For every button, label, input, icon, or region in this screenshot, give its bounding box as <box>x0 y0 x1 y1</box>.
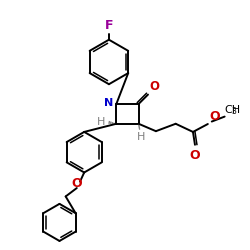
Text: F: F <box>105 19 113 32</box>
Text: H: H <box>97 117 105 127</box>
Text: N: N <box>104 98 114 108</box>
Text: O: O <box>209 110 220 122</box>
Text: O: O <box>150 80 160 93</box>
Text: CH: CH <box>225 105 241 115</box>
Text: 3: 3 <box>231 107 236 116</box>
Text: O: O <box>72 177 82 190</box>
Text: O: O <box>190 149 200 162</box>
Text: H: H <box>136 132 145 142</box>
